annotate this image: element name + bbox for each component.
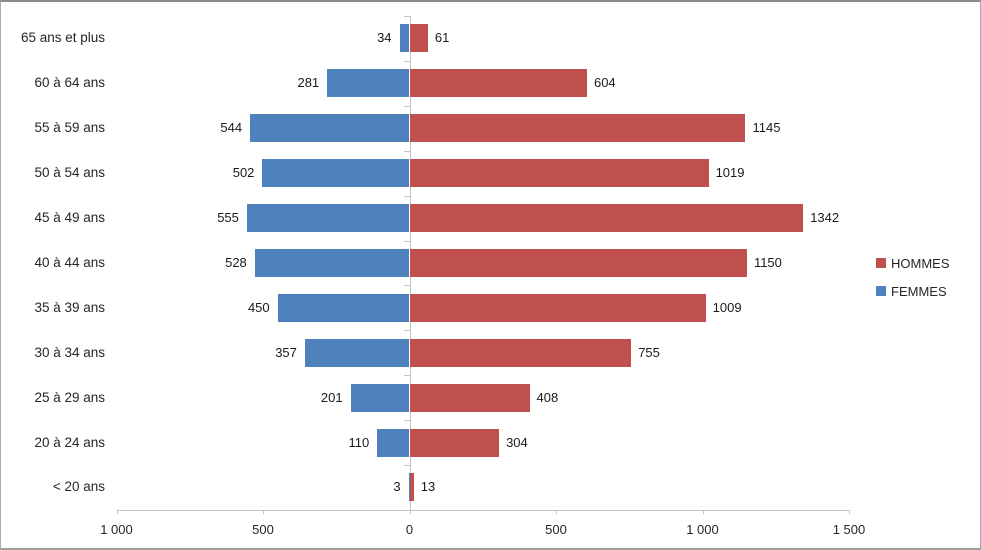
femmes-swatch-icon: [876, 286, 886, 296]
hommes-value-label: 408: [536, 389, 559, 405]
femmes-bar: [254, 248, 410, 277]
x-axis-line: [118, 510, 849, 511]
hommes-swatch-icon: [876, 258, 886, 268]
y-axis-tick: [403, 330, 411, 332]
hommes-value-label: 1145: [752, 120, 781, 136]
x-axis-tick: [263, 510, 264, 514]
femmes-value-label: 502: [232, 165, 255, 181]
femmes-value-label: 3: [393, 479, 401, 495]
hommes-bar: [410, 293, 706, 322]
y-axis-tick: [403, 240, 411, 242]
y-axis-tick: [403, 16, 411, 17]
femmes-bar: [246, 204, 410, 233]
legend-item-hommes: HOMMES: [876, 254, 950, 272]
x-axis-tick-label: 500: [252, 522, 274, 537]
hommes-value-label: 1150: [753, 254, 782, 270]
x-axis-tick: [556, 510, 557, 514]
femmes-value-label: 201: [320, 389, 343, 405]
hommes-bar: [410, 69, 587, 98]
x-axis-tick-label: 1 000: [100, 522, 133, 537]
hommes-bar: [410, 473, 414, 502]
hommes-bar: [410, 114, 746, 143]
hommes-value-label: 13: [420, 479, 436, 495]
femmes-bar: [277, 293, 410, 322]
x-axis-tick-label: 1 500: [832, 522, 866, 537]
category-label: 50 à 54 ans: [34, 165, 105, 181]
category-label: 30 à 34 ans: [34, 344, 105, 360]
y-axis-tick: [403, 60, 411, 62]
legend-item-femmes: FEMMES: [876, 282, 950, 300]
femmes-value-label: 528: [225, 254, 247, 270]
x-axis-tick: [849, 510, 850, 514]
category-label: 35 à 39 ans: [34, 299, 105, 315]
category-label: 25 à 29 ans: [34, 389, 105, 405]
femmes-bar: [399, 24, 410, 53]
hommes-value-label: 604: [593, 75, 616, 91]
femmes-bar: [377, 428, 410, 457]
femmes-bar: [350, 383, 410, 412]
category-label: 65 ans et plus: [20, 30, 105, 46]
hommes-bar: [410, 24, 428, 53]
hommes-bar: [410, 159, 709, 188]
femmes-value-label: 357: [275, 344, 297, 360]
legend: HOMMES FEMMES: [876, 254, 950, 310]
category-label: 60 à 64 ans: [34, 75, 105, 91]
femmes-value-label: 544: [220, 120, 243, 136]
hommes-bar: [410, 248, 747, 277]
category-label: 20 à 24 ans: [34, 434, 105, 450]
x-axis-tick: [116, 510, 118, 514]
hommes-bar: [410, 338, 632, 367]
x-axis-tick: [409, 510, 411, 514]
category-label: < 20 ans: [52, 479, 105, 495]
category-label: 55 à 59 ans: [34, 120, 105, 136]
x-axis-tick-label: 0: [405, 522, 414, 537]
femmes-bar: [304, 338, 410, 367]
femmes-bar: [262, 159, 410, 188]
legend-label-hommes: HOMMES: [891, 255, 950, 271]
femmes-value-label: 450: [247, 299, 270, 315]
category-label: 40 à 44 ans: [34, 254, 105, 270]
hommes-value-label: 1009: [712, 299, 742, 315]
hommes-value-label: 755: [638, 344, 660, 360]
y-axis-tick: [403, 150, 411, 152]
x-axis-tick: [702, 510, 704, 514]
femmes-bar: [327, 69, 410, 98]
y-axis-tick: [403, 420, 411, 422]
femmes-value-label: 34: [377, 30, 392, 46]
femmes-bar: [408, 473, 410, 502]
legend-label-femmes: FEMMES: [891, 283, 947, 299]
femmes-value-label: 555: [217, 210, 239, 226]
y-axis-tick: [403, 285, 411, 287]
y-axis-tick: [403, 375, 411, 377]
x-axis-tick-label: 500: [545, 522, 567, 537]
hommes-value-label: 1342: [810, 210, 840, 226]
femmes-value-label: 281: [297, 75, 320, 91]
y-axis-tick: [403, 195, 411, 197]
hommes-bar: [410, 204, 804, 233]
hommes-value-label: 61: [434, 30, 450, 46]
y-axis-tick: [403, 465, 411, 466]
category-label: 45 à 49 ans: [34, 210, 105, 226]
hommes-value-label: 304: [506, 434, 528, 450]
x-axis-tick-label: 1 000: [686, 522, 719, 537]
hommes-bar: [410, 428, 500, 457]
femmes-bar: [250, 114, 410, 143]
y-axis-tick: [403, 105, 411, 107]
hommes-bar: [410, 383, 530, 412]
femmes-value-label: 110: [348, 434, 370, 450]
hommes-value-label: 1019: [715, 165, 745, 181]
